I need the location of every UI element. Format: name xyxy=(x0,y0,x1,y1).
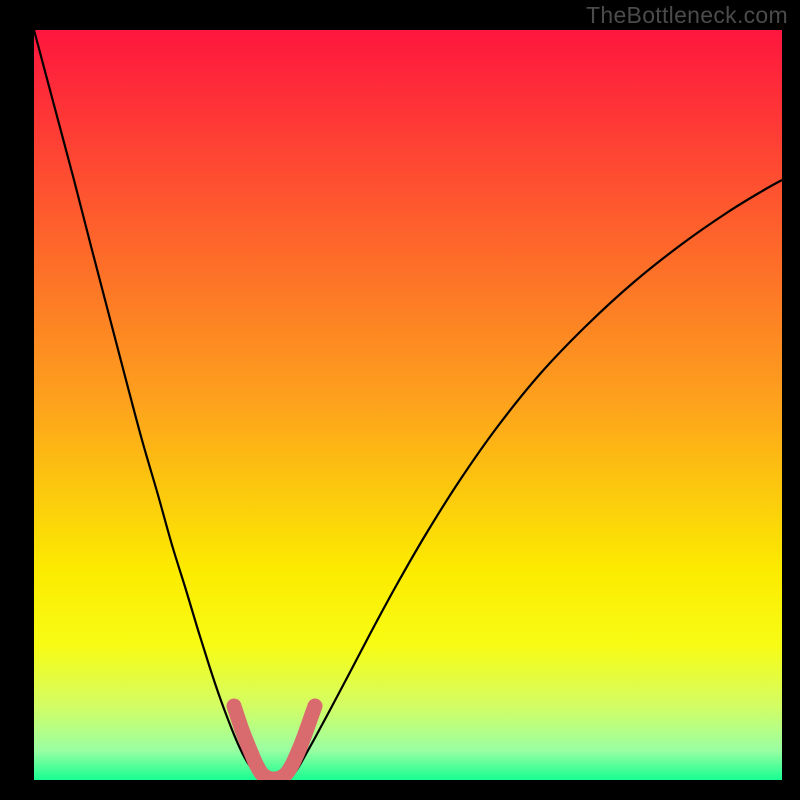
thick-v-highlight xyxy=(234,706,315,779)
gradient-plot-area xyxy=(34,30,782,780)
curve-right-branch xyxy=(292,180,782,776)
curve-left-branch xyxy=(34,30,258,776)
watermark-text: TheBottleneck.com xyxy=(586,2,788,29)
bottleneck-curve xyxy=(34,30,782,780)
chart-frame: TheBottleneck.com xyxy=(0,0,800,800)
